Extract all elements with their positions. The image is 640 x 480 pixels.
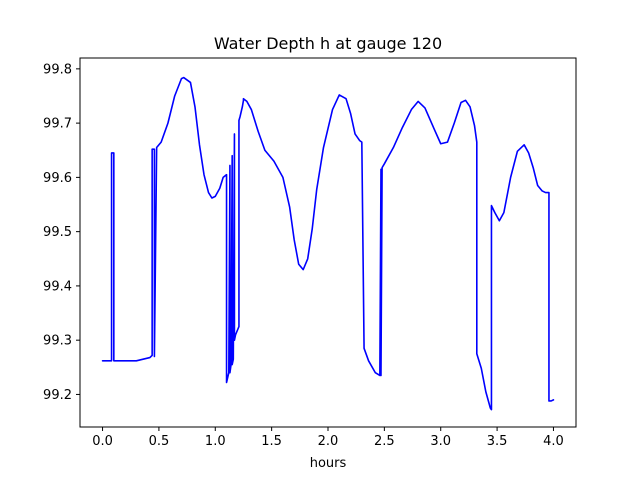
y-tick-label: 99.8	[43, 62, 72, 77]
y-tick-label: 99.7	[43, 117, 72, 132]
x-tick-label: 0.5	[149, 434, 170, 449]
plot-frame	[79, 57, 577, 428]
y-tick-label: 99.2	[43, 388, 72, 403]
x-tick-label: 3.5	[487, 434, 508, 449]
x-tick-label: 2.5	[374, 434, 395, 449]
chart-title: Water Depth h at gauge 120	[214, 34, 442, 53]
x-axis-title: hours	[310, 456, 347, 471]
y-tick-label: 99.3	[43, 334, 72, 349]
x-tick-label: 0.0	[92, 434, 113, 449]
series-line	[101, 76, 555, 411]
x-tick-label: 3.0	[430, 434, 451, 449]
x-tick-label: 4.0	[543, 434, 564, 449]
plot-area	[101, 76, 555, 411]
y-tick-label: 99.6	[43, 171, 72, 186]
x-tick-label: 2.0	[318, 434, 339, 449]
y-tick-label: 99.4	[43, 279, 72, 294]
axis-ticks: 0.0 0.5 1.0 1.5 2.0 2.5 3.0 3.5 4.0 99.2 99.3 99.4 9…	[43, 62, 564, 449]
x-tick-label: 1.0	[205, 434, 226, 449]
y-tick-label: 99.5	[43, 225, 72, 240]
x-tick-label: 1.5	[261, 434, 282, 449]
